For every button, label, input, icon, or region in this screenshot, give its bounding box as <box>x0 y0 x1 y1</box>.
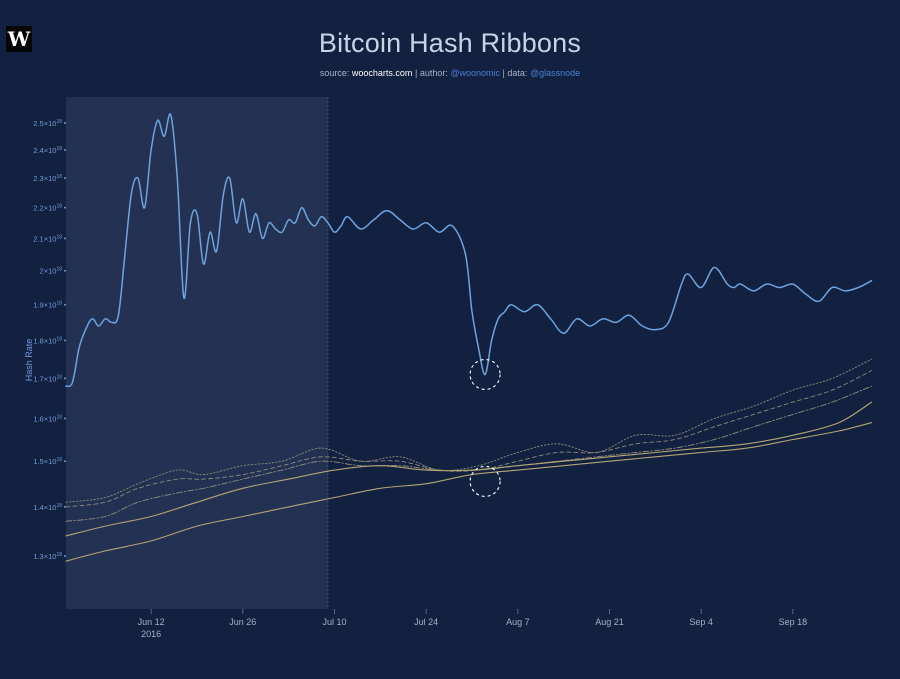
series-line-solid-upper <box>65 401 873 537</box>
y-tick-label: 1.7×1018 <box>33 374 62 383</box>
x-tick-label: Aug 21 <box>595 617 624 627</box>
x-tick-label: Jun 26 <box>229 617 256 627</box>
data-label: data: <box>507 68 528 78</box>
y-tick-mark <box>64 303 66 306</box>
chart-title: Bitcoin Hash Ribbons <box>318 28 582 58</box>
y-tick-label: 2×1018 <box>40 267 63 276</box>
x-tick-year-label: 2016 <box>141 629 161 639</box>
y-tick-mark <box>64 339 66 342</box>
y-tick-mark <box>64 460 66 463</box>
y-tick-label: 2.5×1018 <box>33 119 62 128</box>
y-tick-label: 1.3×1018 <box>33 552 62 561</box>
series-line-light-dashdot <box>65 385 872 522</box>
y-tick-mark <box>64 206 66 209</box>
y-tick-mark <box>64 149 66 152</box>
author-link[interactable]: @woonomic <box>450 68 501 78</box>
y-tick-mark <box>64 505 66 508</box>
highlight-circle-marker <box>469 465 501 497</box>
series-line-light-dotted <box>65 358 872 503</box>
woocharts-logo[interactable]: W <box>6 26 32 52</box>
y-tick-mark <box>64 554 66 557</box>
y-tick-mark <box>64 177 66 180</box>
x-tick-label: Aug 7 <box>506 617 530 627</box>
separator: | <box>414 68 418 78</box>
y-tick-mark <box>64 269 66 272</box>
y-tick-mark <box>64 237 66 240</box>
source-label: source: <box>319 68 350 78</box>
series-line-hashrate <box>65 113 873 388</box>
series-line-solid-lower <box>65 422 873 562</box>
y-tick-label: 1.4×1018 <box>33 503 62 512</box>
x-tick-label: Sep 18 <box>779 617 808 627</box>
series-line-light-dashed <box>65 370 872 508</box>
y-axis-label: Hash Rate <box>24 339 34 382</box>
y-tick-label: 2.2×1018 <box>33 204 62 213</box>
y-tick-label: 1.9×1018 <box>33 301 62 310</box>
highlight-circle-marker <box>469 358 501 391</box>
y-tick-mark <box>64 417 66 420</box>
y-tick-label: 2.1×1018 <box>33 234 62 243</box>
y-tick-label: 1.6×1018 <box>33 414 62 423</box>
y-tick-label: 1.5×1018 <box>33 457 62 466</box>
data-source-link[interactable]: @glassnode <box>529 68 581 78</box>
y-tick-mark <box>64 121 66 124</box>
y-tick-mark <box>64 377 66 380</box>
y-tick-label: 2.3×1018 <box>33 174 62 183</box>
x-tick-label: Jun 12 <box>138 617 165 627</box>
y-tick-label: 2.4×1018 <box>33 146 62 155</box>
shaded-region <box>66 97 328 609</box>
source-link[interactable]: woocharts.com <box>351 68 413 78</box>
x-tick-label: Sep 4 <box>689 617 713 627</box>
author-label: author: <box>419 68 448 78</box>
x-tick-label: Jul 10 <box>322 617 346 627</box>
y-tick-label: 1.8×1018 <box>33 337 62 346</box>
separator: | <box>502 68 505 78</box>
x-tick-label: Jul 24 <box>414 617 438 627</box>
chart-subtitle: source: woocharts.com | author: @woonomi… <box>0 68 900 78</box>
